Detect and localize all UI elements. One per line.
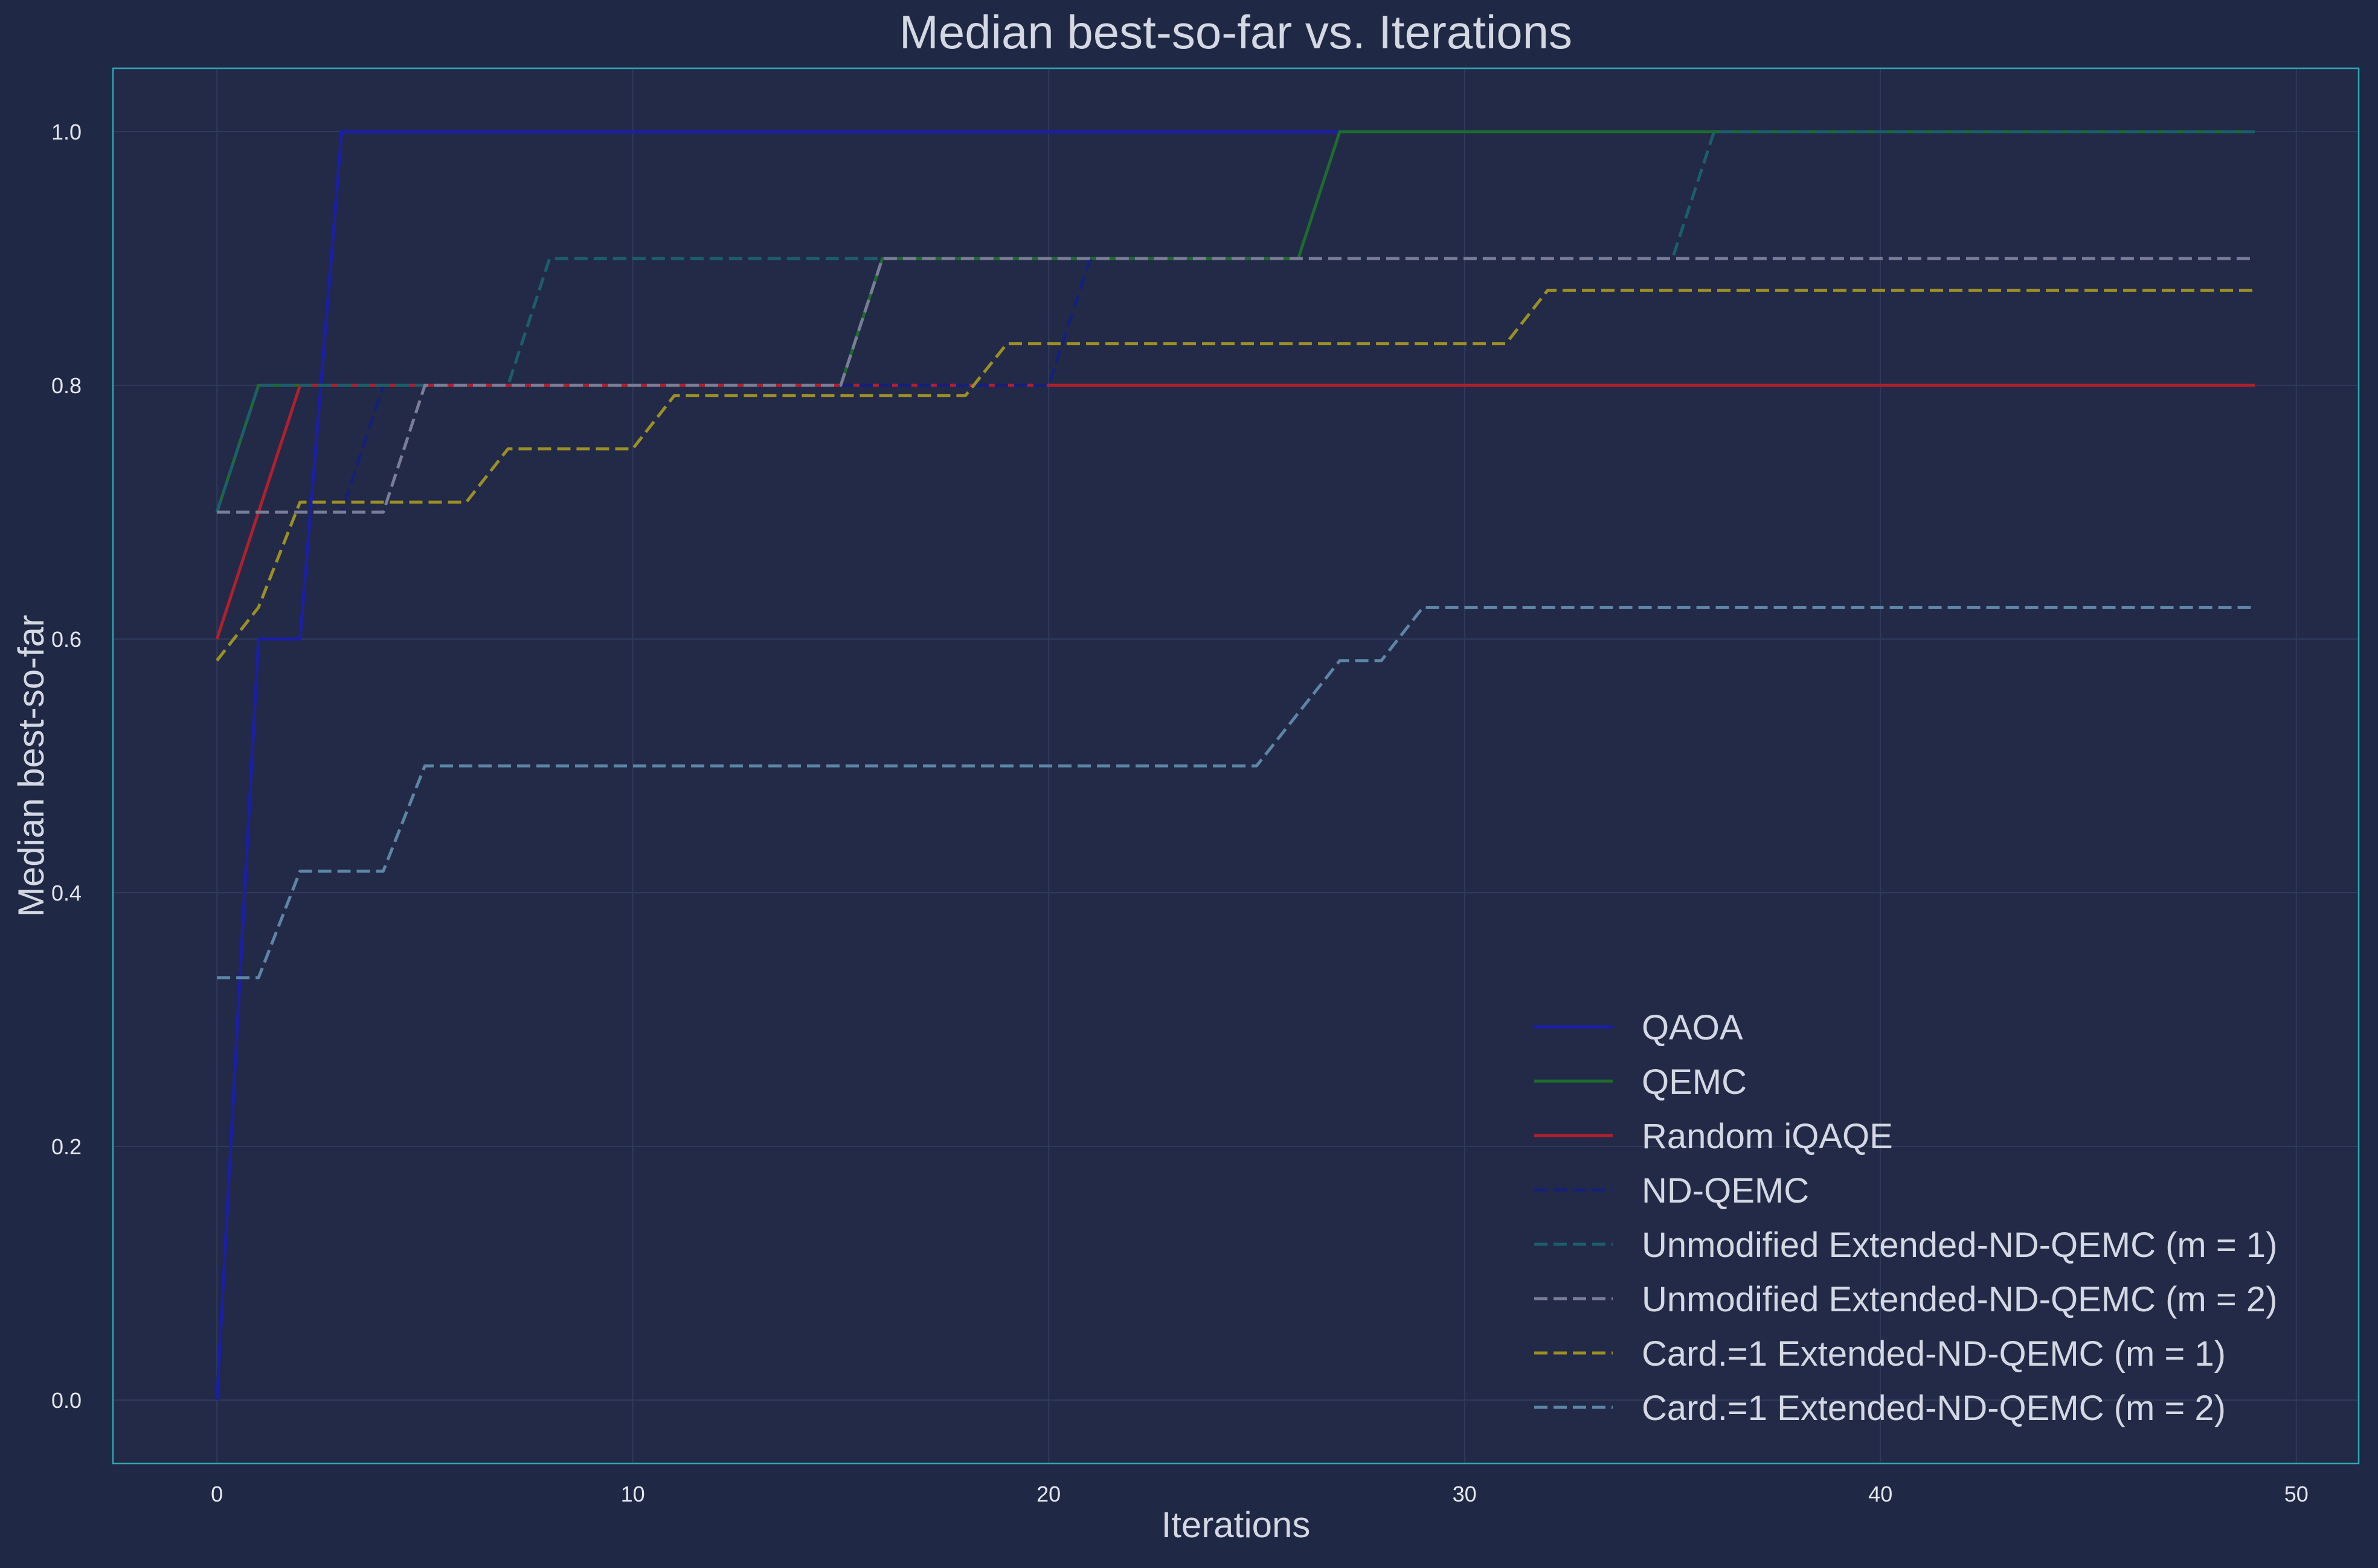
series-line-1 bbox=[215, 130, 2255, 1401]
series-line-7 bbox=[216, 289, 2255, 662]
legend-label: Unmodified Extended-ND-QEMC (m = 1) bbox=[1642, 1226, 2277, 1265]
y-tick-label: 0.8 bbox=[51, 373, 82, 398]
legend-label: Random iQAQE bbox=[1642, 1117, 1893, 1156]
x-tick-label: 40 bbox=[1868, 1482, 1892, 1506]
legend-label: Card.=1 Extended-ND-QEMC (m = 1) bbox=[1642, 1334, 2226, 1374]
x-tick-label: 20 bbox=[1036, 1482, 1061, 1506]
legend-label: QAOA bbox=[1642, 1008, 1743, 1047]
legend-label: Unmodified Extended-ND-QEMC (m = 2) bbox=[1642, 1280, 2277, 1319]
series-lines bbox=[215, 130, 2255, 1401]
chart-title: Median best-so-far vs. Iterations bbox=[899, 5, 1572, 59]
series-line-2 bbox=[215, 130, 2255, 513]
y-tick-label: 0.4 bbox=[51, 881, 82, 905]
legend-label: ND-QEMC bbox=[1642, 1171, 1809, 1210]
y-tick-label: 0.0 bbox=[51, 1388, 82, 1413]
y-axis-ticks: 0.0 0.2 0.4 0.6 0.8 1.0 bbox=[51, 120, 82, 1413]
x-tick-label: 0 bbox=[211, 1482, 223, 1506]
x-tick-label: 10 bbox=[621, 1482, 645, 1506]
x-tick-label: 30 bbox=[1453, 1482, 1477, 1506]
series-line-8 bbox=[217, 606, 2255, 980]
y-tick-label: 1.0 bbox=[51, 120, 82, 144]
legend-label: Card.=1 Extended-ND-QEMC (m = 2) bbox=[1642, 1389, 2226, 1428]
x-axis-ticks: 0 10 20 30 40 50 bbox=[211, 1482, 2309, 1506]
x-axis-label: Iterations bbox=[1162, 1505, 1311, 1545]
y-tick-label: 0.6 bbox=[51, 627, 82, 652]
series-line-6 bbox=[217, 257, 2255, 514]
y-axis-label: Median best-so-far bbox=[11, 615, 51, 917]
axes-frame bbox=[112, 67, 2360, 1465]
legend: QAOA QEMC Random iQAQE ND-QEMC Unmodified Ex… bbox=[1534, 1008, 2277, 1428]
y-tick-label: 0.2 bbox=[51, 1134, 82, 1159]
legend-label: QEMC bbox=[1642, 1062, 1747, 1102]
x-tick-label: 50 bbox=[2284, 1482, 2309, 1506]
